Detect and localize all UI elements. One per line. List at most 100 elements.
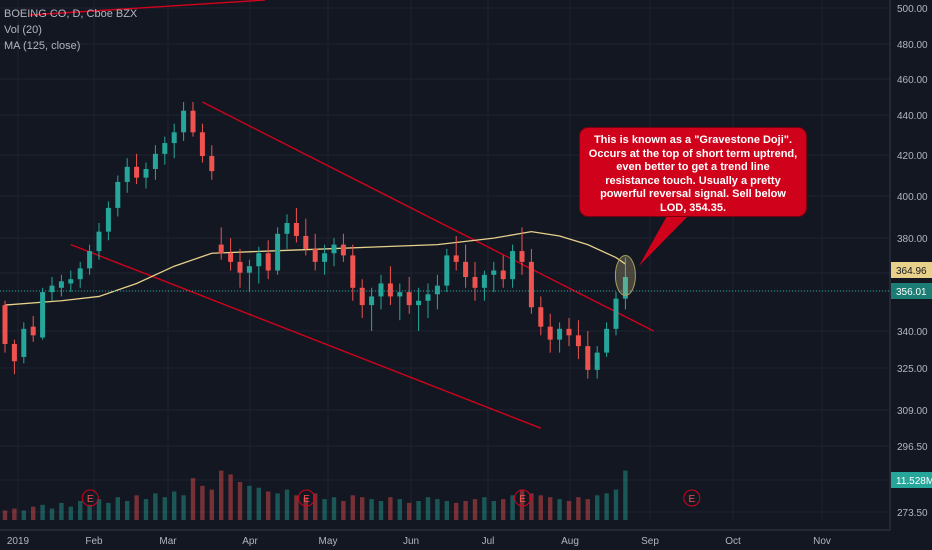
candle-body [115,181,121,208]
price-tick-label: 340.00 [897,327,928,338]
earnings-circle [514,489,532,507]
price-tick-label: 500.00 [897,4,928,15]
volume-bar [595,495,600,520]
candle-body [538,307,544,327]
volume-badge-bg [891,472,932,488]
candle-body [293,223,299,236]
candle-body [604,328,610,353]
volume-bar [2,510,8,520]
volume-bar [153,493,158,520]
volume-bar [284,489,290,520]
ma-value-badge-text: 356.01 [896,287,927,298]
volume-bar [78,501,83,520]
last-price-badge: 364.96 [891,262,932,278]
candle-body [425,294,431,301]
volume-bar [557,499,562,520]
price-tick-label: 460.00 [897,75,928,86]
volume-bar [613,489,619,520]
legend-ma-indicator[interactable]: MA (125, close) [4,40,81,52]
candle-body [472,277,478,288]
volume-bar [501,499,506,520]
price-tick-label: 273.50 [897,508,928,519]
legend-symbol[interactable]: BOEING CO, D, Cboe BZX [4,8,138,20]
candle-body [256,253,262,267]
volume-bar [256,487,261,520]
volume-bar [143,499,149,520]
candle-body [190,110,196,133]
time-tick-label: May [319,536,338,547]
candle-body [566,328,572,336]
volume-bar [134,495,139,520]
doji-highlight [614,255,636,297]
trend-line-top [29,0,266,16]
volume-bar [435,499,440,520]
candle-body [162,143,168,154]
time-tick-label: Sep [641,536,659,547]
time-tick-label: 2019 [7,536,30,547]
volume-bar [463,501,468,520]
volume-badge-text: 11.528M [896,476,932,487]
candle-body [21,328,27,357]
channel-lower-line [70,243,542,429]
candle-body [143,169,149,178]
candle-body [96,231,102,252]
earnings-marker: E [297,489,315,507]
candle-body [303,235,309,249]
volume-bar [454,502,459,520]
price-tick-label: 296.50 [897,442,928,453]
price-tick-label: 309.00 [897,406,928,417]
candle-body [77,268,83,280]
legend-volume-indicator[interactable]: Vol (20) [4,24,42,36]
candle-body [199,132,205,157]
volume-bar [247,485,252,520]
time-tick-label: Feb [85,536,103,547]
candle-body [134,166,140,178]
gravestone-doji-callout[interactable]: This is known as a "Gravestone Doji". Oc… [579,127,807,217]
volume-bar [68,506,73,520]
candle-body [152,153,158,169]
callout-text: This is known as a "Gravestone Doji". Oc… [588,134,798,214]
price-tick-label: 380.00 [897,234,928,245]
candle-body [547,326,553,340]
candle-body [87,251,93,269]
time-tick-label: Jul [482,536,495,547]
price-tick-label: 420.00 [897,151,928,162]
candle-body [312,248,318,262]
candle-body [491,270,497,275]
candle-body [171,132,177,144]
volume-bar [407,502,412,520]
candle-body [40,292,46,338]
candle-body [30,326,36,336]
candle-body [500,270,506,280]
candle-body [594,352,600,370]
candle-body [519,251,525,262]
volume-bar [59,502,64,520]
volume-bar [566,501,572,520]
volume-bar [21,510,26,520]
earnings-label: E [87,494,94,505]
volume-bar [275,493,280,520]
candle-body [124,166,130,182]
ma-value-badge-bg [891,283,932,299]
volume-bar [472,499,478,520]
volume-bar [209,489,214,520]
price-tick-label: 480.00 [897,40,928,51]
volume-bar [31,506,36,520]
channel-upper-line [202,101,654,332]
time-tick-label: Jun [403,536,419,547]
volume-bar [313,493,318,520]
volume-bar [369,499,374,520]
candle-body [463,261,469,277]
candle-body [275,233,281,271]
volume-bar [585,499,590,520]
volume-bar [623,470,628,520]
candle-body [622,277,628,299]
volume-bar [40,504,45,520]
volume-bar [604,493,609,520]
volume-badge: 11.528M [891,472,932,488]
price-tick-label: 440.00 [897,111,928,122]
earnings-circle [683,489,701,507]
volume-bar [303,497,308,520]
